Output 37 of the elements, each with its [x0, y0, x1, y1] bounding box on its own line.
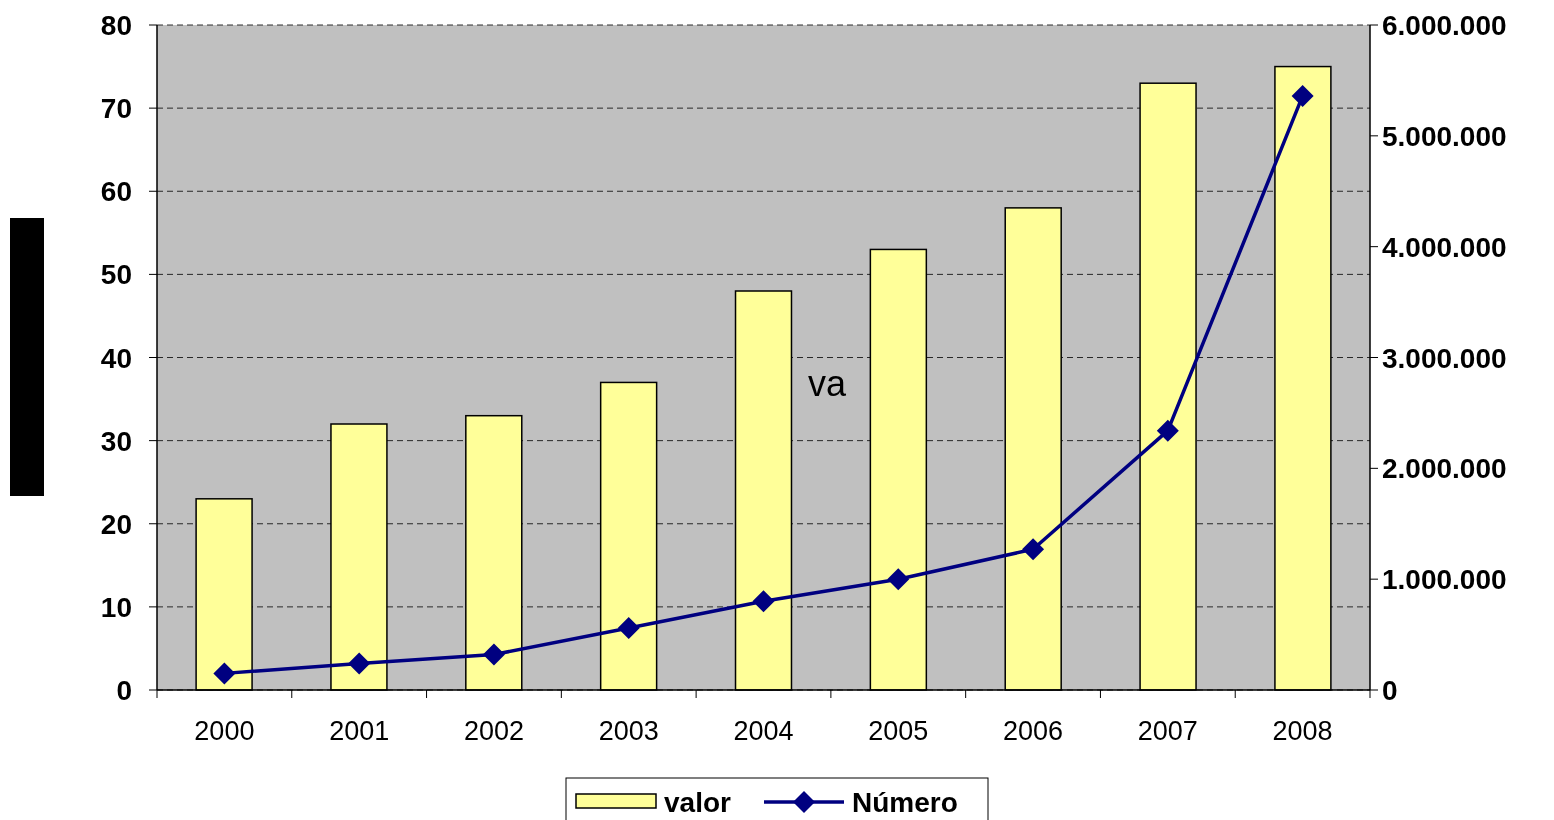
y-tick-label: 70: [100, 93, 132, 125]
x-tick-label: 2002: [463, 716, 524, 746]
y-tick-label: 10: [100, 591, 132, 623]
y-tick-label: 30: [100, 425, 132, 457]
point: [348, 652, 371, 675]
y-tick-label: 20: [100, 508, 132, 540]
point: [1291, 84, 1314, 107]
y2-tick-label: 6.000.000: [1382, 10, 1507, 41]
point: [887, 568, 910, 591]
y-tick-label: 40: [100, 342, 132, 374]
y2-tick-label: 4.000.000: [1382, 231, 1507, 263]
y-tick-label: 50: [100, 259, 132, 291]
point: [482, 643, 505, 666]
x-tick-label: 2005: [868, 716, 929, 746]
point: [617, 616, 640, 639]
point: [752, 590, 775, 613]
x-tick-label: 2004: [733, 716, 794, 746]
y-tick-label: 0: [116, 675, 132, 706]
x-tick-label: 2008: [1272, 716, 1333, 746]
y2-tick-label: 5.000.000: [1382, 120, 1507, 152]
y2-tick-label: 2.000.000: [1382, 453, 1507, 485]
y-tick-label: 80: [100, 10, 132, 41]
x-tick-label: 2007: [1137, 716, 1198, 746]
y-tick-label: 60: [100, 176, 132, 208]
x-tick-label: 2000: [194, 716, 255, 746]
point: [1022, 538, 1045, 561]
x-tick-label: 2003: [598, 716, 659, 746]
annotation: va: [808, 363, 847, 404]
y2-tick-label: 0: [1382, 675, 1398, 706]
y2-tick-label: 1.000.000: [1382, 564, 1507, 596]
point: [213, 662, 236, 685]
legend-label: Número: [852, 787, 958, 818]
point: [1156, 419, 1179, 442]
x-tick-label: 2006: [1003, 716, 1064, 746]
x-tick-label: 2001: [329, 716, 390, 746]
y2-tick-label: 3.000.000: [1382, 342, 1507, 374]
legend-label: valor: [664, 787, 732, 818]
